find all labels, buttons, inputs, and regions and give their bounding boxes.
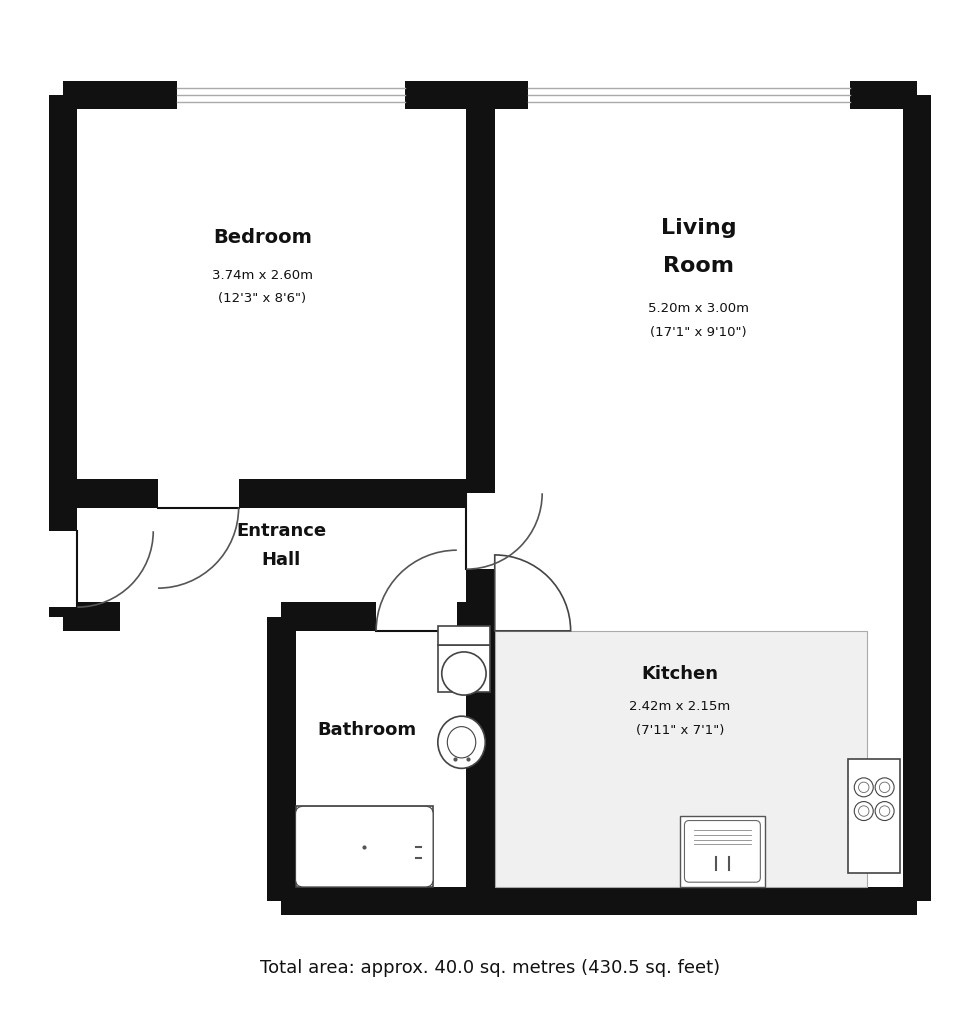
- Bar: [268, 616, 296, 901]
- Bar: [376, 602, 457, 631]
- Text: Entrance: Entrance: [236, 522, 326, 540]
- Bar: [680, 816, 765, 887]
- Bar: [466, 493, 496, 569]
- Ellipse shape: [447, 727, 475, 758]
- Bar: [438, 646, 490, 692]
- Bar: [49, 94, 77, 493]
- Text: Bathroom: Bathroom: [318, 722, 416, 739]
- Text: (12'3" x 8'6"): (12'3" x 8'6"): [219, 292, 307, 306]
- Bar: [63, 479, 480, 508]
- Bar: [63, 602, 120, 630]
- Bar: [48, 531, 78, 607]
- Text: (17'1" x 9'10"): (17'1" x 9'10"): [651, 326, 747, 339]
- Ellipse shape: [438, 717, 485, 768]
- Bar: [848, 759, 901, 873]
- Text: 5.20m x 3.00m: 5.20m x 3.00m: [648, 301, 749, 315]
- Bar: [495, 630, 867, 887]
- Circle shape: [855, 777, 873, 797]
- Text: (7'11" x 7'1"): (7'11" x 7'1"): [636, 724, 724, 737]
- Circle shape: [879, 806, 890, 816]
- Circle shape: [879, 783, 890, 793]
- Text: Living: Living: [661, 217, 737, 238]
- Bar: [281, 887, 480, 916]
- Circle shape: [875, 777, 894, 797]
- Circle shape: [858, 806, 869, 816]
- FancyBboxPatch shape: [684, 820, 760, 882]
- Bar: [528, 77, 851, 113]
- Bar: [158, 478, 238, 509]
- Bar: [49, 493, 77, 616]
- Bar: [296, 806, 433, 887]
- Text: Room: Room: [663, 256, 734, 276]
- Text: 3.74m x 2.60m: 3.74m x 2.60m: [212, 269, 313, 281]
- Bar: [466, 94, 495, 901]
- Wedge shape: [495, 555, 570, 630]
- Bar: [281, 602, 480, 630]
- FancyBboxPatch shape: [296, 806, 433, 887]
- Text: Hall: Hall: [262, 551, 301, 568]
- Text: Kitchen: Kitchen: [641, 665, 718, 682]
- Circle shape: [858, 783, 869, 793]
- Bar: [63, 80, 917, 109]
- Circle shape: [855, 802, 873, 820]
- Text: Bedroom: Bedroom: [213, 227, 312, 247]
- Bar: [480, 887, 917, 916]
- Text: 2.42m x 2.15m: 2.42m x 2.15m: [629, 700, 730, 714]
- Text: Total area: approx. 40.0 sq. metres (430.5 sq. feet): Total area: approx. 40.0 sq. metres (430…: [260, 958, 720, 976]
- Bar: [177, 77, 405, 113]
- Bar: [438, 626, 490, 646]
- Circle shape: [875, 802, 894, 820]
- Bar: [903, 94, 931, 901]
- Ellipse shape: [442, 652, 486, 695]
